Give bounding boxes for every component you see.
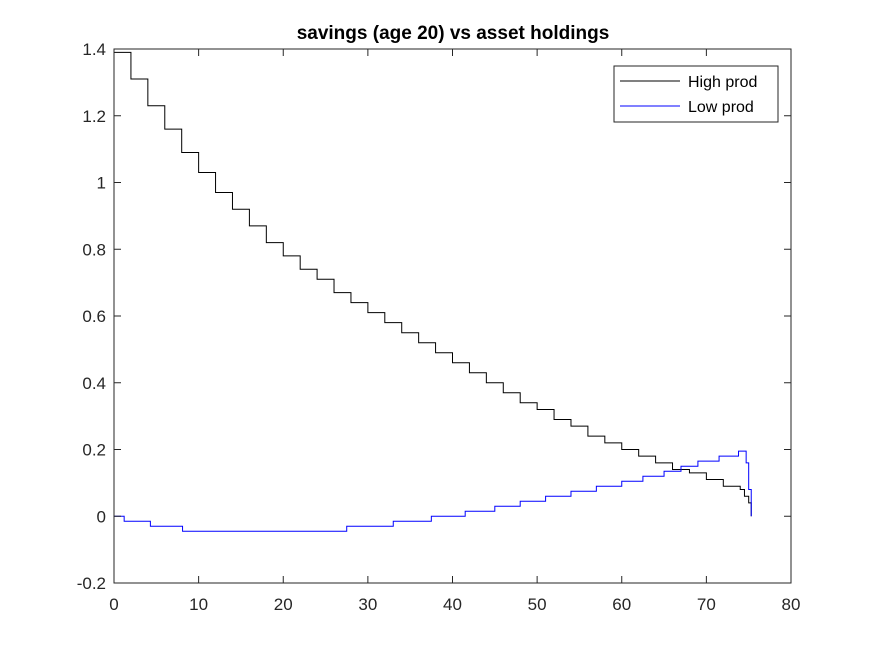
plot-background xyxy=(114,49,791,583)
x-tick-label: 60 xyxy=(612,595,631,614)
x-tick-label: 80 xyxy=(782,595,801,614)
x-tick-label: 40 xyxy=(443,595,462,614)
x-tick-label: 0 xyxy=(109,595,118,614)
legend-label: High prod xyxy=(688,74,757,91)
y-tick-label: 0.2 xyxy=(82,441,106,460)
y-tick-label: 1.2 xyxy=(82,107,106,126)
legend-box xyxy=(613,65,779,123)
ticks: 0 10 20 30 40 50 60 70 80-0.200.20.40.60.811.21.… xyxy=(77,40,801,614)
x-tick-label: 10 xyxy=(189,595,208,614)
series-layer xyxy=(114,51,752,532)
y-tick-label: 1.4 xyxy=(82,40,106,59)
x-tick-label: 50 xyxy=(528,595,547,614)
x-tick-label: 20 xyxy=(274,595,293,614)
series-line-low-prod xyxy=(114,450,752,532)
y-tick-label: 0.8 xyxy=(82,240,106,259)
y-tick-label: 0 xyxy=(97,507,106,526)
x-tick-label: 30 xyxy=(358,595,377,614)
y-tick-label: -0.2 xyxy=(77,574,106,593)
chart-title: savings (age 20) vs asset holdings xyxy=(297,23,610,44)
plot-area xyxy=(114,49,791,583)
legend[interactable]: High prod Low prod xyxy=(613,65,779,123)
y-tick-label: 0.4 xyxy=(82,374,106,393)
y-tick-label: 1 xyxy=(97,174,106,193)
y-tick-label: 0.6 xyxy=(82,307,106,326)
x-tick-label: 70 xyxy=(697,595,716,614)
legend-label: Low prod xyxy=(688,99,754,116)
series-line-high-prod xyxy=(114,51,752,517)
